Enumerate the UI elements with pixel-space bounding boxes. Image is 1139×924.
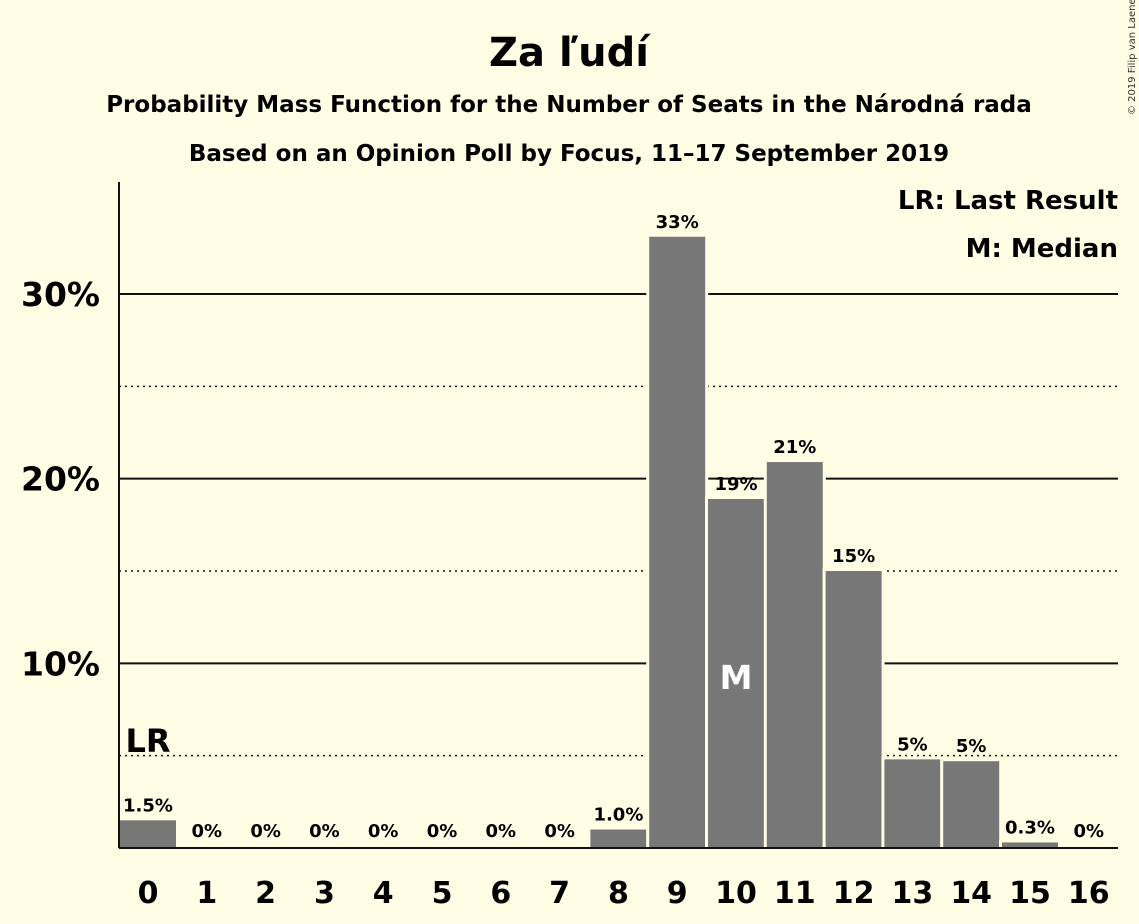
bar: [884, 759, 941, 848]
x-tick-label: 5: [432, 876, 453, 911]
x-tick-label: 12: [833, 876, 875, 911]
x-tick-label: 14: [950, 876, 992, 911]
y-tick-label: 10%: [21, 644, 100, 683]
chart-subtitle-2: Based on an Opinion Poll by Focus, 11–17…: [189, 141, 949, 167]
x-tick-label: 8: [608, 876, 629, 911]
x-tick-label: 1: [196, 876, 217, 911]
x-tick-label: 10: [715, 876, 757, 911]
data-label: 0%: [250, 821, 281, 842]
last-result-marker: LR: [125, 722, 170, 760]
x-tick-label: 15: [1009, 876, 1051, 911]
y-tick-label: 30%: [21, 275, 100, 314]
x-tick-label: 6: [490, 876, 511, 911]
bar: [120, 820, 176, 848]
x-tick-label: 0: [138, 876, 159, 911]
legend-median: M: Median: [966, 234, 1118, 264]
data-label: 33%: [656, 212, 699, 233]
x-tick-label: 9: [667, 876, 688, 911]
data-label: 1.5%: [123, 795, 173, 816]
data-label: 0%: [486, 821, 517, 842]
x-tick-label: 4: [373, 876, 394, 911]
data-label: 0%: [544, 821, 575, 842]
data-label: 0%: [1074, 821, 1105, 842]
x-tick-label: 7: [549, 876, 570, 911]
data-label: 0%: [368, 821, 399, 842]
data-labels: 1.5% 0% 0% 0% 0% 0% 0% 0% 1.0% 33% 19% 21% 15% 5% 5% 0.…: [123, 212, 1104, 842]
bar: [766, 462, 823, 848]
chart-subtitle-1: Probability Mass Function for the Number…: [106, 92, 1032, 118]
data-label: 0%: [192, 821, 223, 842]
bar: [1002, 842, 1058, 848]
bar: [825, 571, 882, 848]
x-tick-label: 2: [255, 876, 276, 911]
bar: [590, 829, 647, 848]
bar: [943, 761, 1000, 848]
data-label: 0.3%: [1005, 817, 1055, 838]
gridlines: [119, 293, 1118, 757]
median-marker: M: [720, 658, 753, 697]
data-label: 19%: [714, 474, 757, 495]
data-label: 0%: [427, 821, 458, 842]
x-tick-label: 13: [892, 876, 934, 911]
x-tick-label: 11: [774, 876, 816, 911]
bar: [649, 236, 706, 849]
copyright-note: © 2019 Filip van Laenen: [1127, 0, 1138, 115]
y-tick-label: 20%: [21, 460, 100, 499]
axes: 10%20%30%0 1 2 3 4 5 6 7 8 9 10 11 12 13 14 15 16: [21, 182, 1118, 911]
bars: [117, 233, 1061, 849]
data-label: 1.0%: [593, 805, 643, 826]
data-label: 21%: [773, 437, 816, 458]
chart-title: Za ľudí: [489, 30, 651, 76]
legend-last-result: LR: Last Result: [898, 186, 1118, 216]
data-label: 15%: [832, 546, 875, 567]
x-tick-label: 16: [1068, 876, 1110, 911]
data-label: 5%: [897, 734, 928, 755]
bar: [708, 498, 764, 848]
data-label: 5%: [956, 736, 987, 757]
data-label: 0%: [309, 821, 340, 842]
x-tick-label: 3: [314, 876, 335, 911]
